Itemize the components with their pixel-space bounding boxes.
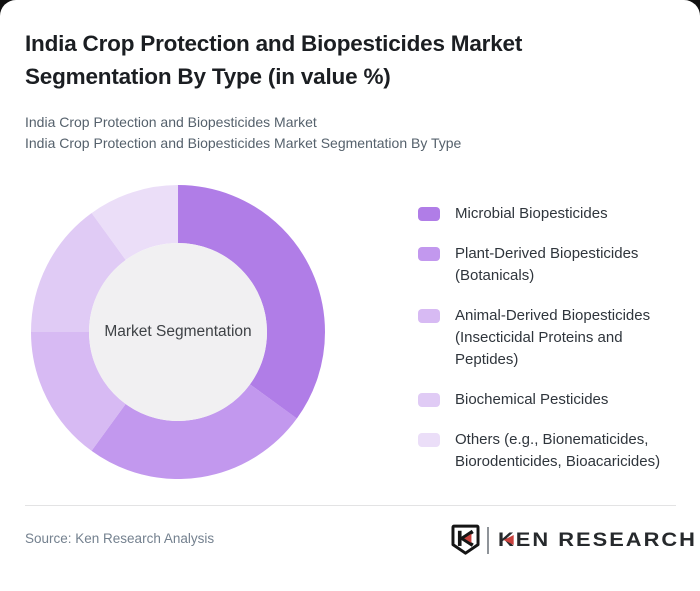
logo-divider: [486, 526, 490, 554]
legend-item: Microbial Biopesticides: [416, 203, 664, 225]
legend-swatch-icon: [418, 433, 440, 447]
chart-title: India Crop Protection and Biopesticides …: [25, 31, 523, 89]
legend-label: Microbial Biopesticides: [455, 205, 608, 222]
logo-wordmark-text: KEN RESEARCH: [498, 528, 698, 551]
legend-item: Animal-Derived Biopesticides (Insecticid…: [416, 305, 664, 371]
donut-chart: [31, 185, 325, 479]
donut-hole: [89, 243, 267, 421]
logo-wordmark: KEN RESEARCH: [498, 529, 697, 552]
legend-swatch-icon: [418, 247, 440, 261]
legend-swatch-icon: [418, 207, 440, 221]
donut-chart-area: Market Segmentation: [31, 185, 325, 479]
legend-item: Others (e.g., Bionematicides, Biorodenti…: [416, 429, 664, 473]
donut-segment-5[interactable]: [31, 185, 325, 479]
legend-swatch-icon: [418, 393, 440, 407]
legend-label: Others (e.g., Bionematicides, Biorodenti…: [455, 431, 661, 470]
logo-red-triangle-icon: [464, 533, 472, 543]
ken-research-logo: KEN RESEARCH: [451, 521, 695, 559]
legend-label: Biochemical Pesticides: [455, 391, 609, 408]
logo-shield-icon: [451, 524, 480, 555]
legend-item: Plant-Derived Biopesticides (Botanicals): [416, 243, 664, 287]
logo-red-triangle-icon: [503, 534, 515, 545]
chart-subtitle-2: India Crop Protection and Biopesticides …: [25, 135, 462, 151]
legend-label: Plant-Derived Biopesticides (Botanicals): [455, 245, 639, 284]
chart-subtitle-1: India Crop Protection and Biopesticides …: [25, 114, 317, 130]
legend-item: Biochemical Pesticides: [416, 389, 664, 411]
donut-segment-2[interactable]: [31, 185, 325, 479]
legend-swatch-icon: [418, 309, 440, 323]
legend: Microbial Biopesticides Plant-Derived Bi…: [416, 203, 664, 491]
source-text: Source: Ken Research Analysis: [25, 531, 215, 546]
footer-divider: [25, 505, 676, 506]
legend-label: Animal-Derived Biopesticides (Insecticid…: [455, 307, 651, 368]
donut-segment-4[interactable]: [31, 185, 325, 479]
